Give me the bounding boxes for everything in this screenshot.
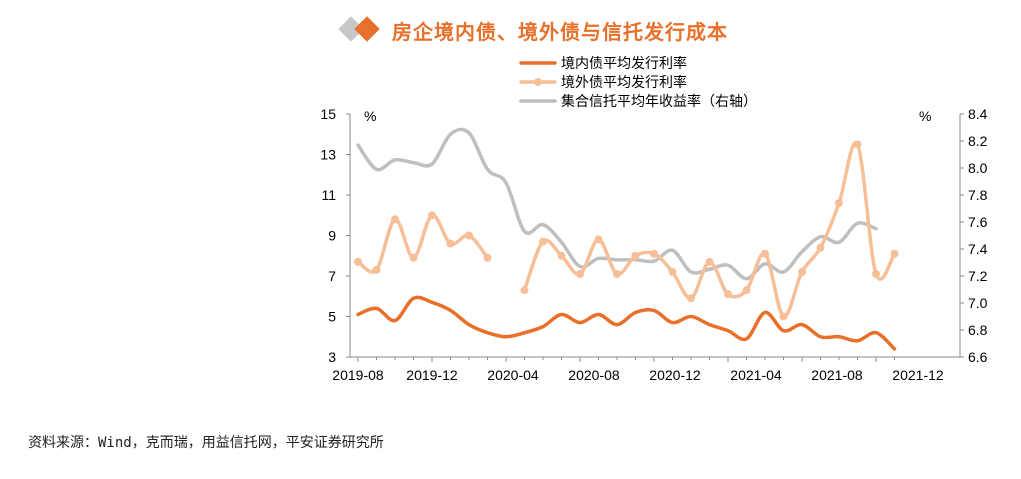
legend-label-offshore: 境外债平均发行利率 <box>561 74 687 90</box>
right-tick-label: 7.0 <box>968 295 988 311</box>
source-note: 资料来源：Wind，克而瑞，用益信托网，平安证券研究所 <box>28 435 384 451</box>
right-tick-label: 6.6 <box>968 349 988 365</box>
x-tick-label: 2021-12 <box>892 367 944 383</box>
left-tick-label: 7 <box>328 268 336 284</box>
data-point-offshore <box>576 269 584 278</box>
legend-label-trust: 集合信托平均年收益率（右轴） <box>561 93 757 109</box>
data-point-offshore <box>798 267 806 276</box>
data-point-offshore <box>872 269 880 278</box>
x-tick-label: 2021-04 <box>730 367 782 383</box>
data-point-offshore <box>816 243 825 252</box>
data-point-offshore <box>594 235 603 244</box>
x-tick-label: 2020-12 <box>649 367 701 383</box>
left-tick-label: 13 <box>320 147 336 163</box>
right-tick-label: 7.4 <box>968 241 988 257</box>
chart-title: 房企境内债、境外债与信托发行成本 <box>392 20 728 44</box>
data-point-offshore <box>354 257 362 266</box>
data-point-offshore <box>613 269 621 278</box>
data-point-offshore <box>428 211 436 220</box>
data-point-offshore <box>557 251 566 260</box>
series-line-offshore <box>522 140 897 319</box>
series-line-offshore <box>356 213 490 274</box>
data-point-offshore <box>742 286 751 295</box>
right-tick-label: 8.2 <box>968 133 988 149</box>
right-tick-label: 7.6 <box>968 214 988 230</box>
data-point-offshore <box>446 239 455 248</box>
line-chart: 3 5 7 9 11 13 15 % 6.6 6.8 7.0 7.2 7.4 7.6 7.8 8.0 8.2 8.… <box>320 55 987 383</box>
right-tick-label: 7.2 <box>968 268 988 284</box>
left-tick-label: 11 <box>321 187 336 203</box>
x-tick-label: 2020-08 <box>568 367 620 383</box>
data-point-offshore <box>668 267 677 276</box>
data-point-offshore <box>705 257 714 266</box>
right-tick-label: 8.4 <box>968 106 988 122</box>
data-point-offshore <box>724 290 732 299</box>
data-point-offshore <box>779 312 788 321</box>
right-tick-label: 7.8 <box>968 187 988 203</box>
left-tick-label: 15 <box>320 106 336 122</box>
left-axis-unit: % <box>364 108 376 124</box>
right-tick-label: 6.8 <box>968 322 988 338</box>
data-point-offshore <box>761 249 769 258</box>
x-tick-label: 2021-08 <box>811 367 863 383</box>
series-line-trust <box>356 127 878 281</box>
axes: 3 5 7 9 11 13 15 % 6.6 6.8 7.0 7.2 7.4 7.6 7.8 8.0 8.2 8.… <box>320 106 987 383</box>
right-axis-unit: % <box>919 108 931 124</box>
data-point-offshore <box>890 249 899 258</box>
series-layer <box>354 127 899 351</box>
left-tick-label: 5 <box>328 309 336 325</box>
data-point-offshore <box>483 253 492 262</box>
title-row: 房企境内债、境外债与信托发行成本 <box>0 14 1021 46</box>
data-point-offshore <box>391 215 399 224</box>
x-tick-label: 2020-04 <box>487 367 539 383</box>
series-line-domestic <box>356 295 897 351</box>
data-point-offshore <box>650 249 658 258</box>
data-point-offshore <box>539 237 547 246</box>
left-tick-label: 3 <box>328 349 336 365</box>
left-tick-label: 9 <box>328 228 336 244</box>
legend-label-domestic: 境内债平均发行利率 <box>561 55 687 71</box>
data-point-offshore <box>520 286 529 295</box>
data-point-offshore <box>631 251 640 260</box>
right-tick-label: 8.0 <box>968 160 988 176</box>
legend-marker-offshore <box>534 78 542 86</box>
data-point-offshore <box>835 199 843 208</box>
data-point-offshore <box>853 140 862 149</box>
data-point-offshore <box>409 253 418 262</box>
data-point-offshore <box>687 294 695 303</box>
x-tick-label: 2019-08 <box>332 367 384 383</box>
data-point-offshore <box>372 265 381 274</box>
x-tick-label: 2019-12 <box>406 367 458 383</box>
data-point-offshore <box>465 231 473 240</box>
